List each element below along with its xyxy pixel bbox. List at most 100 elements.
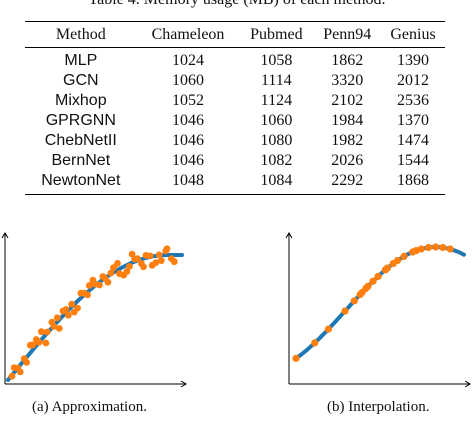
value-cell: 1060	[172, 72, 204, 89]
sample-point	[157, 257, 165, 264]
value-cell: 1862	[331, 52, 364, 69]
sample-point	[53, 314, 61, 322]
sample-point	[43, 328, 51, 336]
table-row: NewtonNet 1048 1084 2292 1868	[25, 171, 445, 195]
value-cell: 1080	[260, 132, 293, 149]
sample-point	[140, 263, 147, 271]
sample-point	[341, 307, 349, 315]
sample-point	[152, 259, 160, 266]
method-cell: GCN	[63, 72, 99, 89]
table-row: ChebNetII 1046 1080 1982 1474	[25, 131, 445, 151]
table-caption: Table 4. Memory usage (MB) of each metho…	[0, 0, 474, 9]
interpolation-points	[292, 243, 454, 362]
memory-usage-table: Method Chameleon Pubmed Penn94 Genius ML…	[25, 21, 445, 195]
header-method: Method	[55, 25, 106, 43]
header-chameleon: Chameleon	[151, 25, 225, 43]
sample-point	[126, 263, 133, 270]
sample-point	[123, 268, 131, 275]
header-pubmed: Pubmed	[250, 25, 303, 43]
sample-point	[400, 252, 408, 260]
value-cell: 1868	[397, 172, 430, 189]
sample-point	[311, 339, 319, 347]
value-cell: 1052	[172, 92, 204, 109]
value-cell: 1048	[172, 172, 204, 189]
method-cell: NewtonNet	[41, 172, 121, 189]
header-genius: Genius	[390, 25, 436, 43]
value-cell: 2012	[397, 72, 430, 89]
table-header-row: Method Chameleon Pubmed Penn94 Genius	[25, 21, 445, 48]
sample-point	[364, 282, 372, 290]
caption-approximation: (a) Approximation.	[32, 399, 147, 415]
sine-curve	[294, 245, 466, 361]
value-cell: 2536	[397, 92, 430, 109]
value-cell: 2026	[331, 152, 364, 169]
value-cell: 1082	[260, 152, 293, 169]
sample-point	[417, 245, 425, 253]
value-cell: 1046	[172, 112, 204, 129]
value-cell: 1390	[397, 52, 430, 69]
sample-point	[393, 256, 402, 265]
sample-point	[29, 341, 37, 349]
sample-point	[110, 264, 117, 272]
sample-point	[432, 243, 440, 251]
sample-point	[424, 243, 433, 252]
table-row: Mixhop 1052 1124 2102 2536	[25, 91, 445, 111]
sample-point	[107, 269, 115, 277]
sample-point	[163, 245, 171, 253]
table-row: BernNet 1046 1082 2026 1544	[25, 151, 445, 171]
sample-point	[16, 368, 24, 376]
sample-point	[104, 278, 112, 286]
sample-point	[85, 282, 93, 289]
value-cell: 1984	[331, 112, 364, 129]
header-penn94: Penn94	[323, 25, 372, 43]
value-cell: 1060	[260, 112, 293, 129]
method-cell: BernNet	[51, 152, 111, 169]
value-cell: 1474	[397, 132, 430, 149]
sample-point	[383, 264, 391, 272]
method-cell: GPRGNN	[45, 112, 116, 129]
sample-point	[146, 252, 154, 260]
approximation-plot	[1, 232, 187, 388]
sample-point	[42, 339, 50, 347]
table-row: GCN 1060 1114 3320 2012	[25, 71, 445, 91]
value-cell: 1982	[331, 132, 364, 149]
table-row: GPRGNN 1046 1060 1984 1370	[25, 111, 445, 131]
sample-point	[8, 372, 16, 380]
sample-point	[23, 359, 30, 366]
sample-point	[114, 260, 121, 267]
interpolation-plot	[285, 232, 471, 388]
method-cell: MLP	[64, 52, 98, 69]
sample-point	[74, 304, 81, 312]
sample-point	[84, 291, 91, 299]
sample-point	[439, 243, 447, 252]
sample-point	[369, 277, 377, 285]
value-cell: 1114	[260, 72, 292, 89]
value-cell: 1084	[260, 172, 293, 189]
sample-point	[350, 297, 358, 305]
sample-point	[50, 323, 58, 330]
value-cell: 2102	[331, 92, 364, 109]
sample-point	[446, 245, 454, 253]
plot-axes	[1, 232, 187, 388]
sample-point	[134, 255, 141, 263]
sample-point	[374, 272, 382, 280]
value-cell: 1124	[260, 92, 293, 109]
sample-point	[96, 281, 103, 289]
value-cell: 2292	[331, 172, 364, 189]
method-cell: ChebNetII	[44, 132, 117, 149]
sample-point	[62, 306, 70, 313]
sample-point	[155, 251, 163, 259]
sample-point	[38, 328, 45, 336]
value-cell: 1046	[172, 132, 204, 149]
sample-point	[292, 354, 300, 362]
sample-point	[68, 300, 76, 308]
value-cell: 1544	[397, 152, 430, 169]
fitted-curve	[6, 253, 184, 382]
table-row: MLP 1024 1058 1862 1390	[25, 48, 445, 72]
sample-point	[55, 325, 63, 332]
plot-axes	[285, 232, 471, 388]
value-cell: 1370	[397, 112, 430, 129]
value-cell: 1046	[172, 152, 204, 169]
noisy-samples	[8, 245, 178, 380]
sample-point	[64, 311, 72, 319]
